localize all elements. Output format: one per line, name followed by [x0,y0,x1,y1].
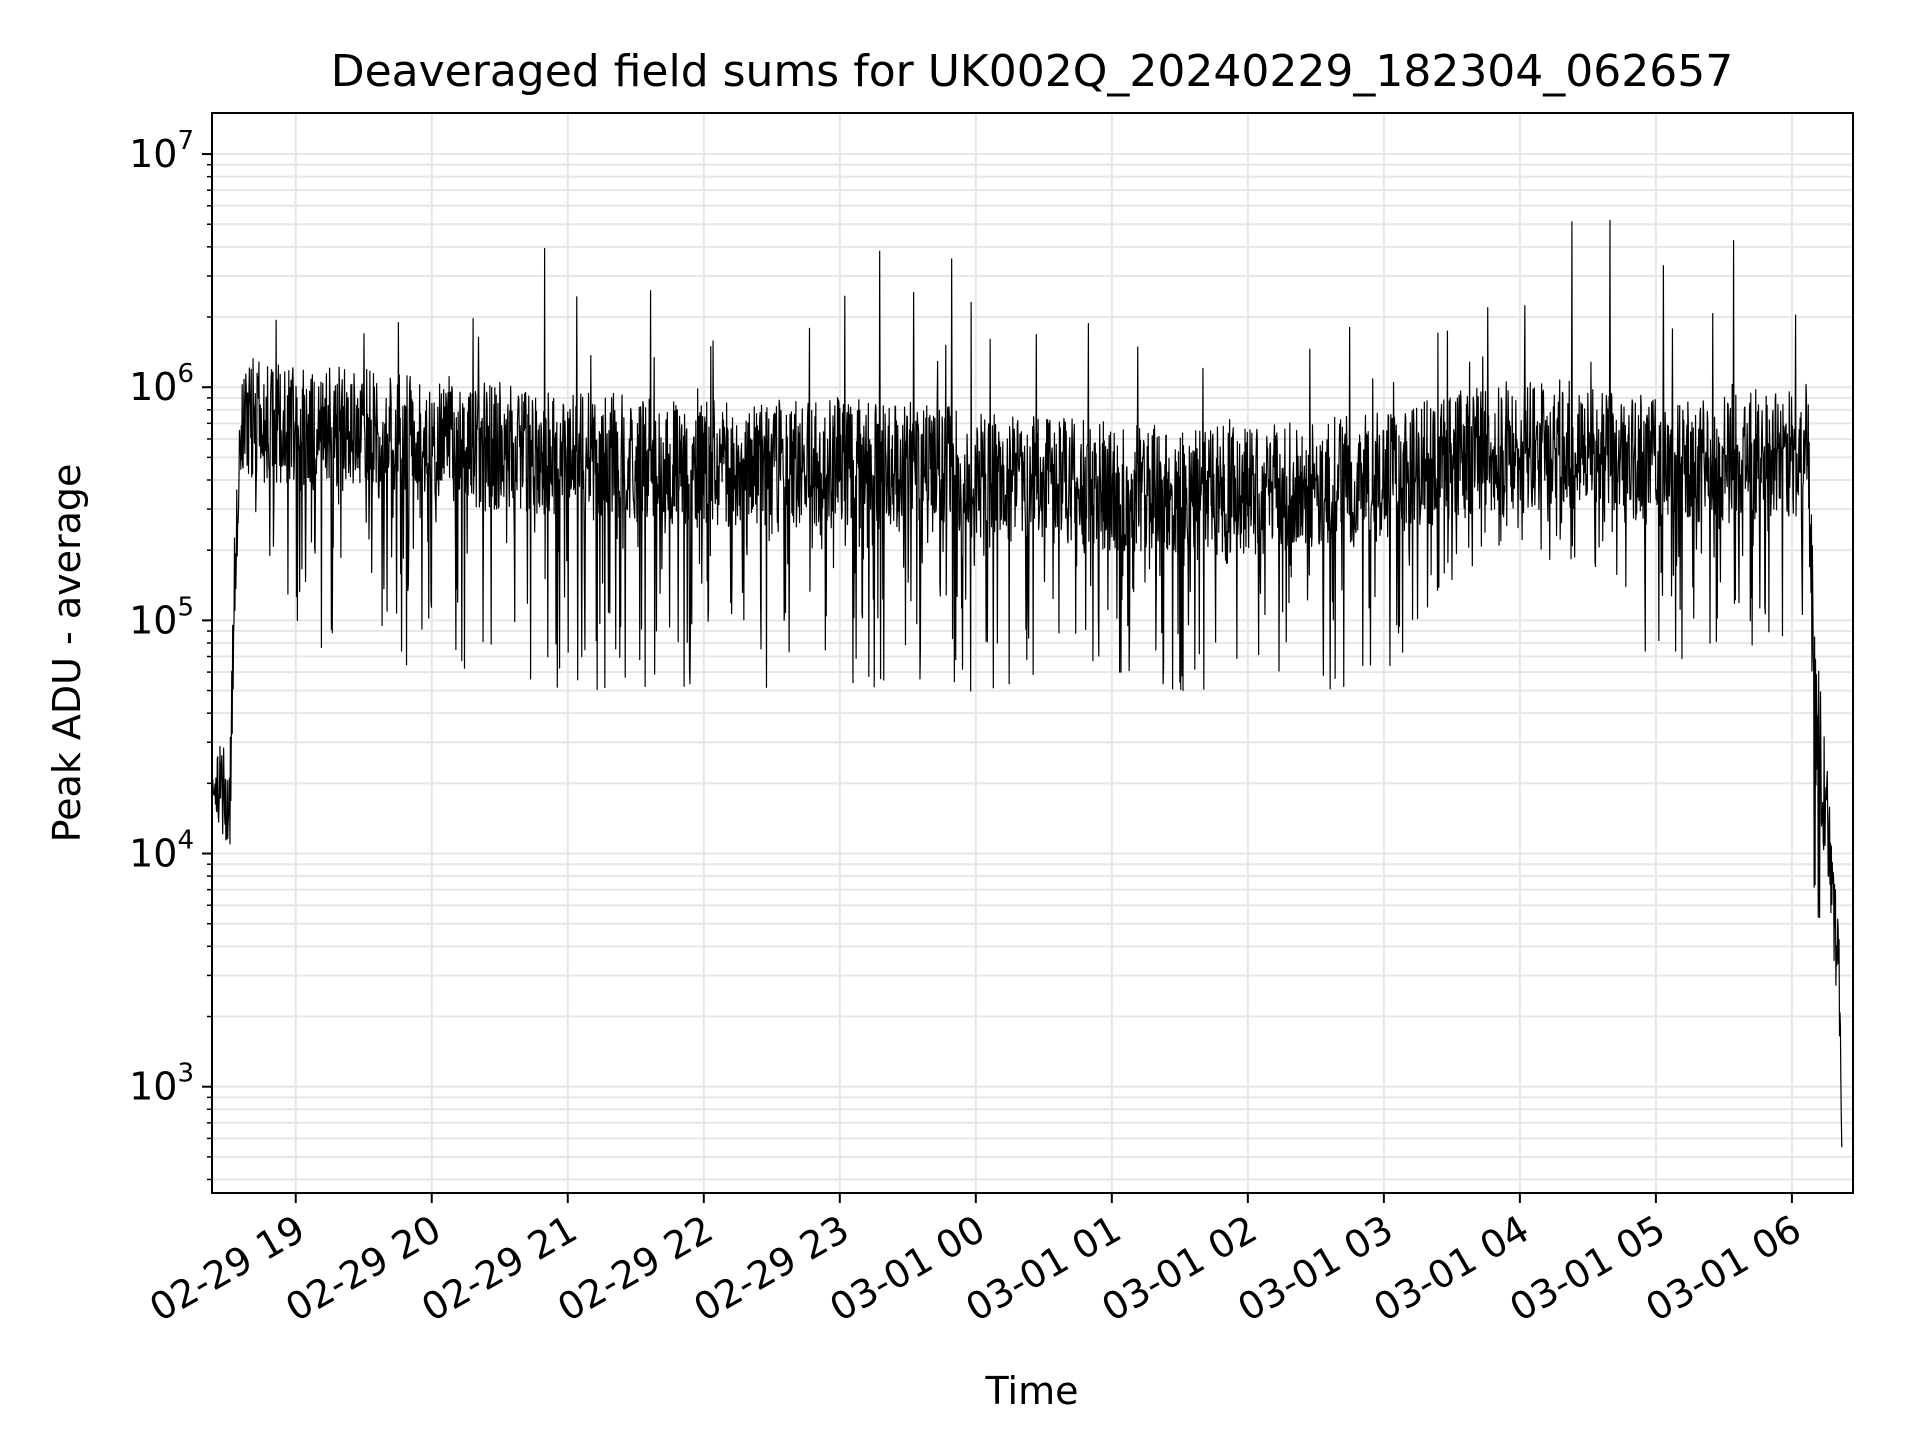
y-tick-label: 104 [129,826,194,876]
y-tick-label: 107 [129,126,194,176]
y-tick-label: 106 [129,359,194,409]
y-axis: 103 104 105 106 107 [129,126,212,1181]
y-tick-label: 103 [129,1059,194,1109]
chart-title: Deaveraged field sums for UK002Q_2024022… [331,46,1734,97]
y-tick-label: 105 [129,592,194,642]
y-axis-label: Peak ADU - average [45,464,89,843]
series-line [211,219,1843,1148]
plot-frame [211,112,1854,1194]
x-axis-label: Time [985,1369,1079,1413]
grid [212,113,1853,1193]
